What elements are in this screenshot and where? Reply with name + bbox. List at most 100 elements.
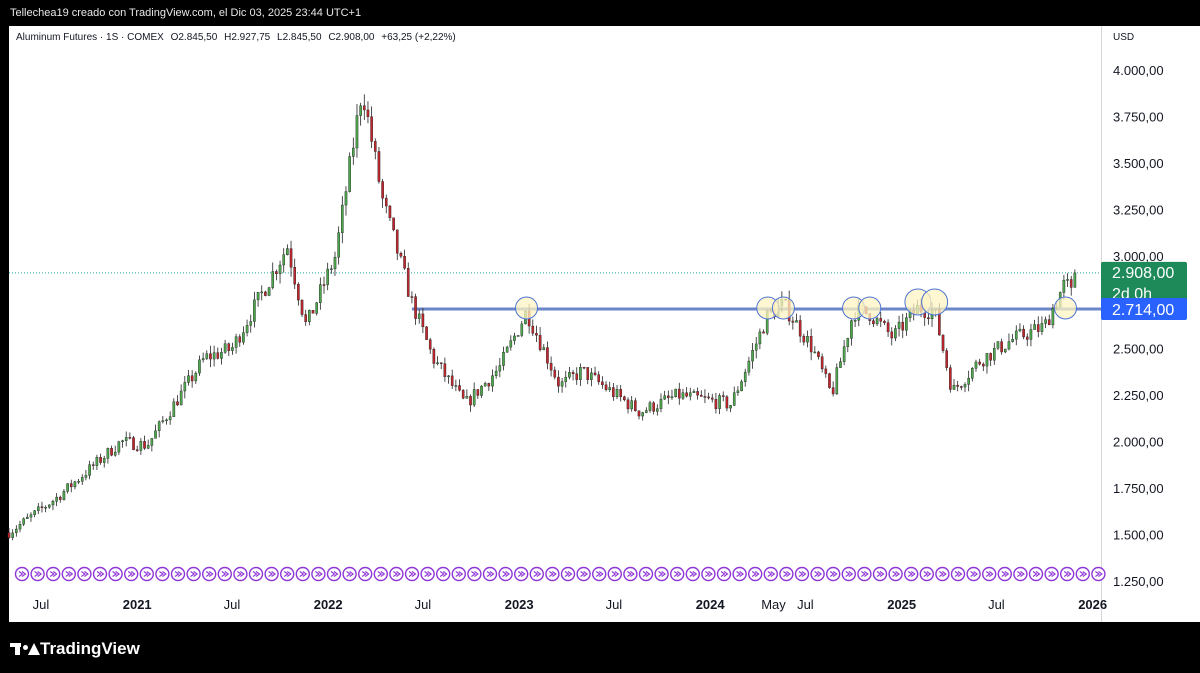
last-price-tag [1101,261,1187,306]
candle-body [341,204,344,233]
x-tick-label: 2026 [1078,597,1107,612]
candle-body [256,292,260,301]
event-icon-arrow [845,571,854,577]
candle-body [194,372,198,382]
event-icon-arrow [658,571,667,577]
candle-body [377,151,381,182]
candle-body [260,291,264,294]
candle-body [319,284,322,303]
event-icon-arrow [751,571,760,577]
x-tick-label: Jul [606,597,623,612]
candle-body [69,483,73,488]
event-icon-arrow [689,571,698,577]
candle-body [216,352,220,359]
candle-body [330,268,333,271]
candle-body [542,347,546,351]
candle-body [714,399,718,409]
candle-body [956,385,959,387]
candle-body [1040,323,1044,332]
event-icon-arrow [1048,571,1057,577]
candle-body [846,338,850,347]
high-marker-circle [858,296,882,320]
candle-body [352,147,355,157]
candle-body [905,317,908,331]
event-icon-arrow [673,571,682,577]
event-icon-arrow [455,571,464,577]
candle-body [11,532,14,538]
y-tick-label: 3.000,00 [1113,249,1164,264]
event-icon-arrow [361,571,370,577]
candle-body [51,501,55,506]
candle-body [535,333,538,336]
candle-body [187,375,190,383]
candle-body [879,318,883,322]
candle-body [696,391,699,396]
candle-body [249,321,253,326]
candle-body [139,441,143,451]
candle-body [267,287,271,296]
x-tick-label: Jul [988,597,1005,612]
candle-body [597,374,601,383]
event-icon-arrow [221,571,230,577]
candle-body [421,313,425,328]
candle-body [447,375,450,378]
candle-body [99,457,102,463]
candle-body [656,408,659,412]
candle-body [135,449,139,451]
candle-body [736,390,740,393]
candle-body [143,441,146,449]
candle-body [132,437,135,450]
event-icon-arrow [564,571,573,577]
candle-body [798,320,802,337]
candle-body [1062,279,1066,293]
event-icon-arrow [533,571,542,577]
candle-body [754,343,758,351]
event-icon-arrow [159,571,167,577]
candle-body [586,367,590,380]
price-axis-pane[interactable] [1101,26,1200,622]
currency-label: USD [1113,32,1135,43]
candle-body [454,385,458,387]
candle-body [154,430,157,439]
candle-body [1011,338,1014,342]
candle-body [945,350,948,368]
candle-body [106,448,110,459]
candle-body [692,391,696,393]
candle-body [718,395,721,409]
high-markers [515,288,1077,320]
candle-body [480,385,483,396]
candle-body [721,395,725,397]
candle-body [165,419,168,422]
candle-body [579,366,582,380]
candle-body [29,514,33,518]
low-value: L2.845,50 [277,32,322,43]
candle-body [831,387,835,395]
high-marker-circle [921,288,949,316]
event-icon-arrow [970,571,979,577]
candle-body [897,321,901,329]
candle-body [960,386,963,388]
event-icon-arrow [315,571,323,577]
event-icon-arrow [767,571,776,577]
candle-body [245,325,249,333]
event-icon-arrow [549,571,557,577]
candle-body [612,387,615,397]
event-icon-arrow [299,571,308,577]
candle-body [850,320,853,339]
event-icon-arrow [861,571,869,577]
candle-body [37,506,40,511]
candle-body [853,320,857,322]
chart-pane[interactable] [9,26,1101,622]
event-icon-arrow [611,571,620,577]
event-icon-arrow [907,571,916,577]
candle-body [1014,330,1018,340]
x-tick-label: Jul [224,597,241,612]
candle-body [406,268,410,297]
candle-body [286,248,289,256]
candle-body [952,385,956,390]
event-icon-arrow [49,571,58,577]
open-value: O2.845,50 [170,32,218,43]
candle-body [967,377,970,385]
candle-body [344,191,348,206]
